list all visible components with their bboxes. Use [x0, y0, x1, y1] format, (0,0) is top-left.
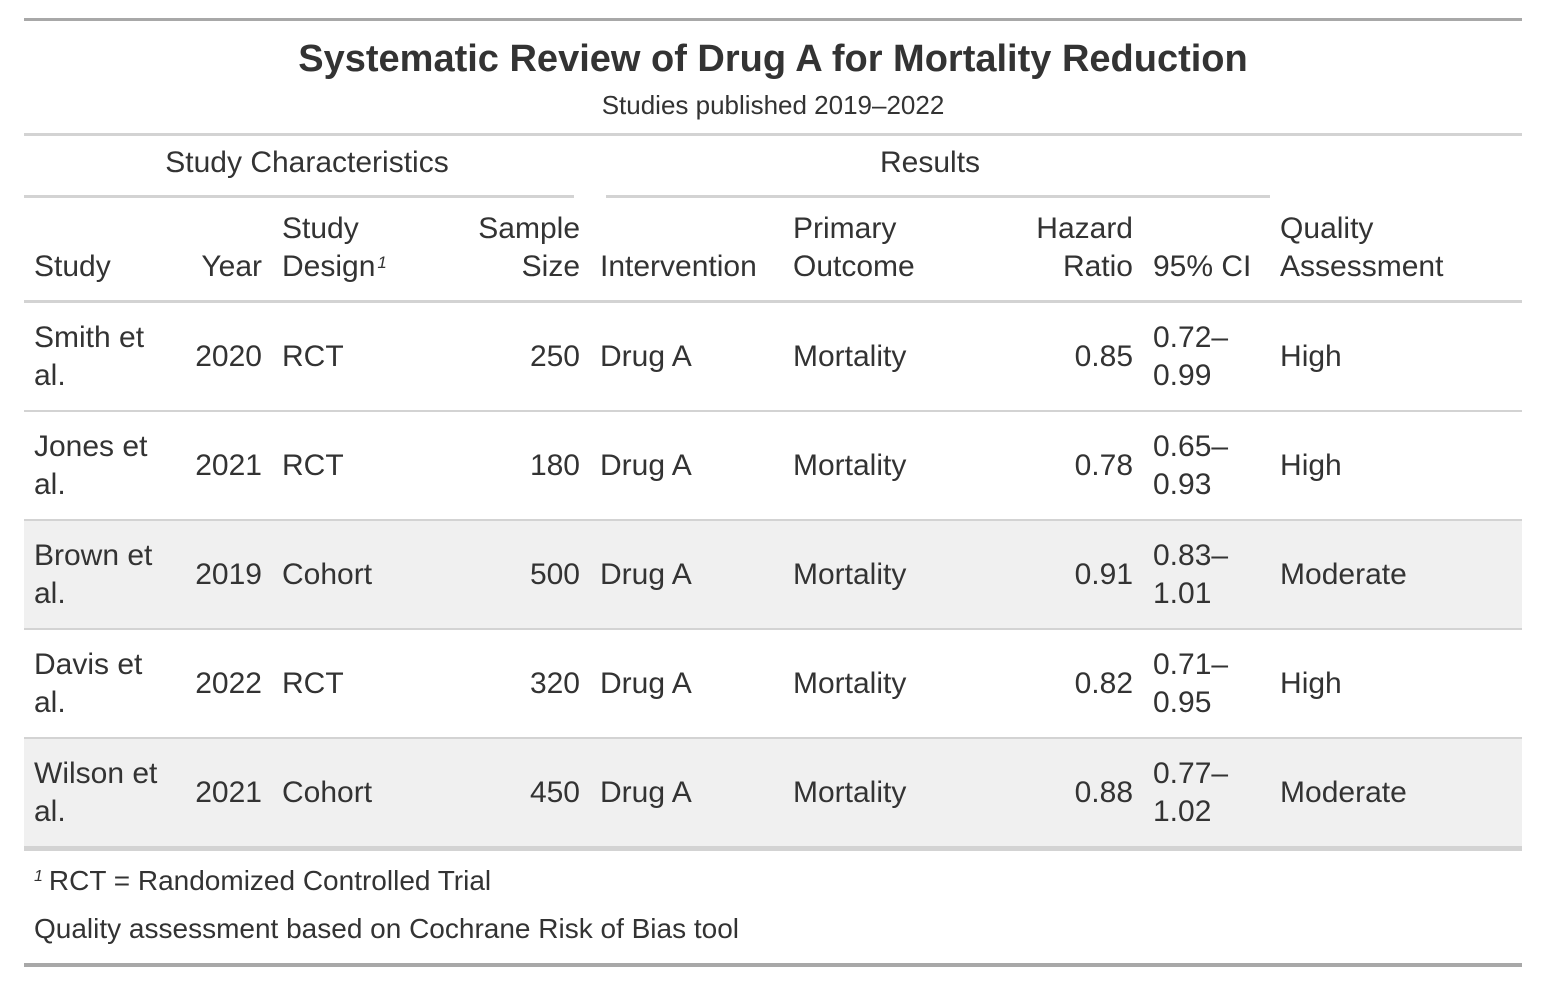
cell-study: Smith et al.	[24, 301, 175, 412]
table-row: Davis et al. 2022 RCT 320 Drug A Mortali…	[24, 629, 1523, 739]
cell-ci: 0.65–0.93	[1143, 411, 1271, 521]
top-rule	[24, 18, 1522, 21]
cell-intervention: Drug A	[590, 738, 783, 848]
cell-design: Cohort	[272, 520, 457, 630]
col-header-study-design-label: Study Design	[282, 212, 376, 283]
table-row: Smith et al. 2020 RCT 250 Drug A Mortali…	[24, 301, 1523, 412]
review-table-container: Systematic Review of Drug A for Mortalit…	[24, 18, 1523, 967]
col-header-year: Year	[175, 198, 272, 303]
cell-year: 2022	[175, 629, 272, 739]
cell-quality: High	[1270, 411, 1523, 521]
cell-outcome: Mortality	[783, 738, 1020, 848]
table-row: Wilson et al. 2021 Cohort 450 Drug A Mor…	[24, 738, 1523, 848]
cell-hazard-ratio: 0.78	[1020, 411, 1143, 521]
col-header-primary-outcome: Primary Outcome	[783, 198, 1020, 303]
cell-intervention: Drug A	[590, 520, 783, 630]
source-note: Quality assessment based on Cochrane Ris…	[34, 913, 740, 944]
cell-design: RCT	[272, 301, 457, 412]
table-row: Brown et al. 2019 Cohort 500 Drug A Mort…	[24, 520, 1523, 630]
footnote-design: 1 RCT = Randomized Controlled Trial	[34, 859, 1512, 907]
spanner-results-label: Results	[880, 146, 981, 179]
spanner-study-characteristics: Study Characteristics	[24, 136, 590, 198]
cell-ci: 0.71–0.95	[1143, 629, 1271, 739]
table-subtitle: Studies published 2019–2022	[601, 90, 945, 120]
cell-design: RCT	[272, 629, 457, 739]
footnote-design-text: RCT = Randomized Controlled Trial	[48, 865, 492, 896]
cell-study: Davis et al.	[24, 629, 175, 739]
cell-quality: Moderate	[1270, 520, 1523, 630]
table-row: Jones et al. 2021 RCT 180 Drug A Mortali…	[24, 411, 1523, 521]
cell-sample-size: 250	[457, 301, 590, 412]
col-header-95-ci: 95% CI	[1143, 198, 1271, 303]
cell-ci: 0.83–1.01	[1143, 520, 1271, 630]
spanner-row: Study Characteristics Results	[24, 136, 1522, 198]
cell-quality: Moderate	[1270, 738, 1523, 848]
table-footnotes: 1 RCT = Randomized Controlled Trial Quali…	[24, 848, 1522, 955]
footnote-marker: 1	[34, 868, 43, 885]
heading-rule	[24, 133, 1522, 136]
column-header-row: Study Year Study Design 1 Sample Size Int…	[24, 198, 1523, 303]
cell-intervention: Drug A	[590, 629, 783, 739]
col-header-quality-assessment: Quality Assessment	[1270, 198, 1523, 303]
cell-intervention: Drug A	[590, 301, 783, 412]
col-header-intervention: Intervention	[590, 198, 783, 303]
spanner-study-characteristics-label: Study Characteristics	[165, 146, 449, 179]
spanner-results: Results	[590, 136, 1271, 198]
cell-sample-size: 320	[457, 629, 590, 739]
cell-outcome: Mortality	[783, 301, 1020, 412]
cell-ci: 0.77–1.02	[1143, 738, 1271, 848]
spanner-empty-cell	[1270, 136, 1522, 198]
cell-hazard-ratio: 0.88	[1020, 738, 1143, 848]
cell-hazard-ratio: 0.85	[1020, 301, 1143, 412]
cell-design: Cohort	[272, 738, 457, 848]
spanner-results-underline	[606, 195, 1271, 198]
cell-outcome: Mortality	[783, 520, 1020, 630]
cell-year: 2019	[175, 520, 272, 630]
cell-sample-size: 450	[457, 738, 590, 848]
cell-quality: High	[1270, 629, 1523, 739]
cell-hazard-ratio: 0.91	[1020, 520, 1143, 630]
cell-study: Jones et al.	[24, 411, 175, 521]
cell-year: 2020	[175, 301, 272, 412]
bottom-rule	[24, 963, 1522, 967]
cell-year: 2021	[175, 738, 272, 848]
cell-sample-size: 500	[457, 520, 590, 630]
cell-ci: 0.72–0.99	[1143, 301, 1271, 412]
cell-outcome: Mortality	[783, 629, 1020, 739]
col-header-hazard-ratio: Hazard Ratio	[1020, 198, 1143, 303]
cell-hazard-ratio: 0.82	[1020, 629, 1143, 739]
cell-outcome: Mortality	[783, 411, 1020, 521]
col-header-study-design: Study Design 1	[272, 198, 457, 303]
cell-intervention: Drug A	[590, 411, 783, 521]
cell-study: Brown et al.	[24, 520, 175, 630]
cell-quality: High	[1270, 301, 1523, 412]
footnote-marker: 1	[377, 253, 387, 272]
table-title: Systematic Review of Drug A for Mortalit…	[298, 38, 1248, 80]
col-header-study: Study	[24, 198, 175, 303]
cell-study: Wilson et al.	[24, 738, 175, 848]
cell-design: RCT	[272, 411, 457, 521]
study-table: Study Characteristics Results Study Year…	[24, 136, 1523, 848]
cell-sample-size: 180	[457, 411, 590, 521]
col-header-sample-size: Sample Size	[457, 198, 590, 303]
spanner-study-characteristics-underline	[24, 195, 574, 198]
cell-year: 2021	[175, 411, 272, 521]
